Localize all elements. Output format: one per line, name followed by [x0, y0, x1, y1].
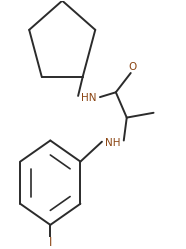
Text: NH: NH	[105, 138, 121, 148]
Text: HN: HN	[81, 93, 97, 103]
Text: O: O	[129, 62, 137, 72]
Text: I: I	[49, 237, 52, 249]
